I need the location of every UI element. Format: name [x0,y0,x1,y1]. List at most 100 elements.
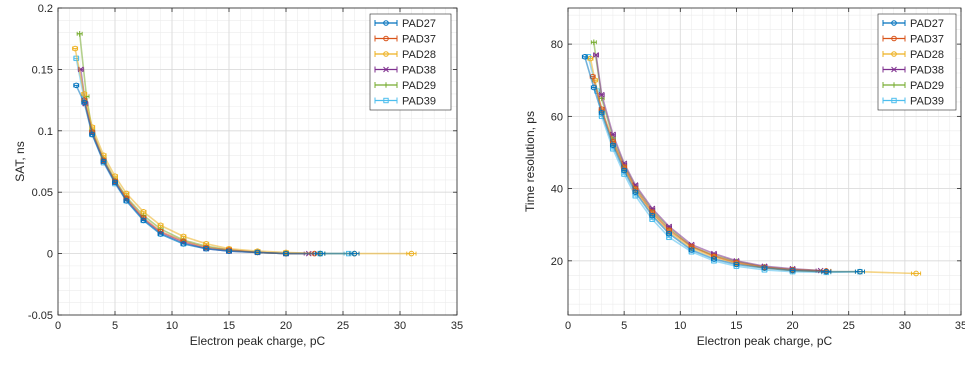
legend: PAD27 PAD37 PAD28 PAD38 PAD29 PAD39 [877,13,957,111]
legend-label: PAD27 [910,18,944,30]
y-axis-label: SAT, ns [13,141,27,181]
legend-item-pad38: PAD38 [374,65,436,77]
data-point [383,97,389,104]
data-point [891,35,897,42]
legend: PAD27 PAD37 PAD28 PAD38 PAD29 PAD39 [369,13,452,111]
data-point [621,167,627,174]
x-axis-label: Electron peak charge, pC [697,334,833,348]
data-point [112,179,118,186]
axes-box [57,7,458,316]
x-tick-label: 30 [899,320,911,332]
x-tick-label: 10 [674,320,686,332]
chart-panel-2: 0 5 10 15 20 25 30 35 20 40 60 80 Electron peak char… [523,7,965,348]
legend-item-pad28: PAD28 [374,49,436,61]
data-point [408,250,415,257]
data-point [317,250,324,257]
x-tick-label: 0 [55,320,61,332]
data-point [254,249,261,256]
x-tick-label: 25 [337,320,349,332]
data-point [891,66,897,73]
data-point [598,109,605,116]
data-point [666,234,672,241]
data-point [140,209,147,215]
data-point [587,55,594,62]
legend-item-pad37: PAD37 [374,34,436,46]
x-tick-label: 10 [166,320,178,332]
legend-item-pad39: PAD39 [374,96,436,108]
legend-item-pad29: PAD29 [882,80,944,92]
data-point [203,245,209,252]
data-point [157,231,164,237]
data-point [688,243,695,250]
y-tick-label: 80 [551,39,563,51]
legend-label: PAD29 [402,80,436,92]
data-point [733,261,740,268]
data-point [123,197,130,204]
data-point [383,51,389,57]
legend-box [369,13,452,111]
x-tick-label: 30 [394,320,406,332]
x-tick-label: 25 [843,320,855,332]
y-axis-label: Time resolution, ps [523,111,537,212]
data-point [891,97,897,104]
legend-item-pad38: PAD38 [882,65,944,77]
y-tick-label: -0.05 [28,310,53,322]
legend-item-pad39: PAD39 [882,96,944,108]
data-point [666,230,672,237]
data-point [582,53,588,60]
legend-item-pad27: PAD27 [374,18,436,30]
y-tick-label: 0.1 [38,126,53,138]
data-point [649,212,656,219]
data-point [157,222,164,229]
data-point [383,82,389,88]
data-point [226,248,232,254]
x-tick-label: 35 [955,320,965,332]
legend-label: PAD29 [910,80,944,92]
data-point [383,66,389,73]
x-tick-label: 35 [451,320,463,332]
chart-panel-1: 0 5 10 15 20 25 30 35-0.0500.050.10.150.2Electr… [13,3,463,348]
legend-label: PAD39 [402,96,436,108]
data-point [73,82,80,89]
data-point [180,240,187,247]
x-tick-label: 5 [621,320,627,332]
data-point [383,20,389,26]
data-point [72,45,78,52]
legend-label: PAD37 [910,34,944,46]
data-point [598,91,605,98]
x-tick-label: 15 [223,320,235,332]
x-tick-label: 20 [280,320,292,332]
y-tick-label: 0.05 [32,187,53,199]
legend-box [877,13,957,111]
data-point [76,30,83,37]
data-point [81,99,88,106]
data-point [140,217,147,224]
legend-item-pad28: PAD28 [882,49,944,61]
series-pad27 [73,82,360,257]
legend-label: PAD38 [402,65,436,77]
data-point [383,35,389,42]
legend-label: PAD28 [910,49,944,61]
data-point [100,158,107,165]
data-point [891,51,897,57]
data-point [632,189,639,195]
data-point [351,250,358,257]
legend-item-pad37: PAD37 [882,34,944,46]
data-point [283,250,289,257]
y-tick-label: 60 [551,111,563,123]
legend-item-pad29: PAD29 [374,80,436,92]
data-point [891,82,897,88]
legend-label: PAD39 [910,96,944,108]
x-tick-label: 5 [112,320,118,332]
data-point [610,142,616,149]
data-point [761,265,768,271]
y-tick-label: 0.2 [38,3,53,15]
y-tick-label: 0 [47,249,53,261]
series-pad27 [581,53,865,275]
legend-item-pad27: PAD27 [882,18,944,30]
data-point [823,268,830,275]
data-point [81,91,88,97]
legend-label: PAD38 [910,65,944,77]
y-tick-label: 0.15 [32,64,53,76]
